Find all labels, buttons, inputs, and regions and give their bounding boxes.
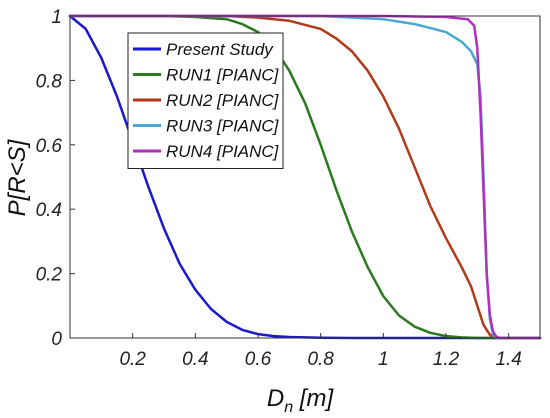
x-tick-label: 0.8 (307, 349, 334, 370)
x-tick-label: 0.6 (245, 349, 272, 370)
x-tick-label: 0.2 (119, 349, 146, 370)
x-axis-label-subscript: n (284, 399, 293, 416)
legend-entry-label: RUN1 [PIANC] (166, 66, 280, 85)
legend-entry-label: RUN2 [PIANC] (166, 91, 280, 110)
axes-frame (69, 15, 541, 339)
plot-area (68, 14, 542, 340)
legend: Present Study RUN1 [PIANC] RUN2 [PIANC] RUN… (127, 32, 284, 169)
x-tick-label: 1.4 (495, 349, 521, 370)
x-axis-label-unit: [m] (293, 385, 334, 412)
y-tick-label: 0.8 (36, 71, 63, 92)
series-line-1 (68, 14, 542, 340)
x-axis-label: Dn [m] (267, 385, 335, 416)
y-tick-label: 0 (51, 329, 62, 350)
series-line-3 (68, 14, 542, 340)
series-line-5 (68, 14, 542, 340)
x-tick-label: 1 (378, 349, 389, 370)
y-tick-label: 0.4 (36, 200, 62, 221)
legend-entry-label: RUN4 [PIANC] (166, 142, 280, 161)
series-line-2 (68, 14, 542, 340)
y-axis-label: P[R<S] (4, 138, 31, 216)
y-axis-ticks: 0 0.2 0.4 0.6 0.8 1 (36, 7, 75, 350)
x-tick-label: 1.2 (433, 349, 460, 370)
x-axis-label-main: D (267, 385, 284, 412)
legend-entry-label: RUN3 [PIANC] (166, 117, 280, 136)
axes (69, 15, 541, 339)
y-tick-label: 0.2 (36, 265, 63, 286)
y-tick-label: 0.6 (36, 136, 63, 157)
legend-entry-label: Present Study (166, 40, 274, 59)
y-tick-label: 1 (51, 7, 62, 28)
x-axis-ticks: 0.2 0.4 0.6 0.8 1 1.2 1.4 (119, 333, 522, 370)
x-tick-label: 0.4 (182, 349, 208, 370)
